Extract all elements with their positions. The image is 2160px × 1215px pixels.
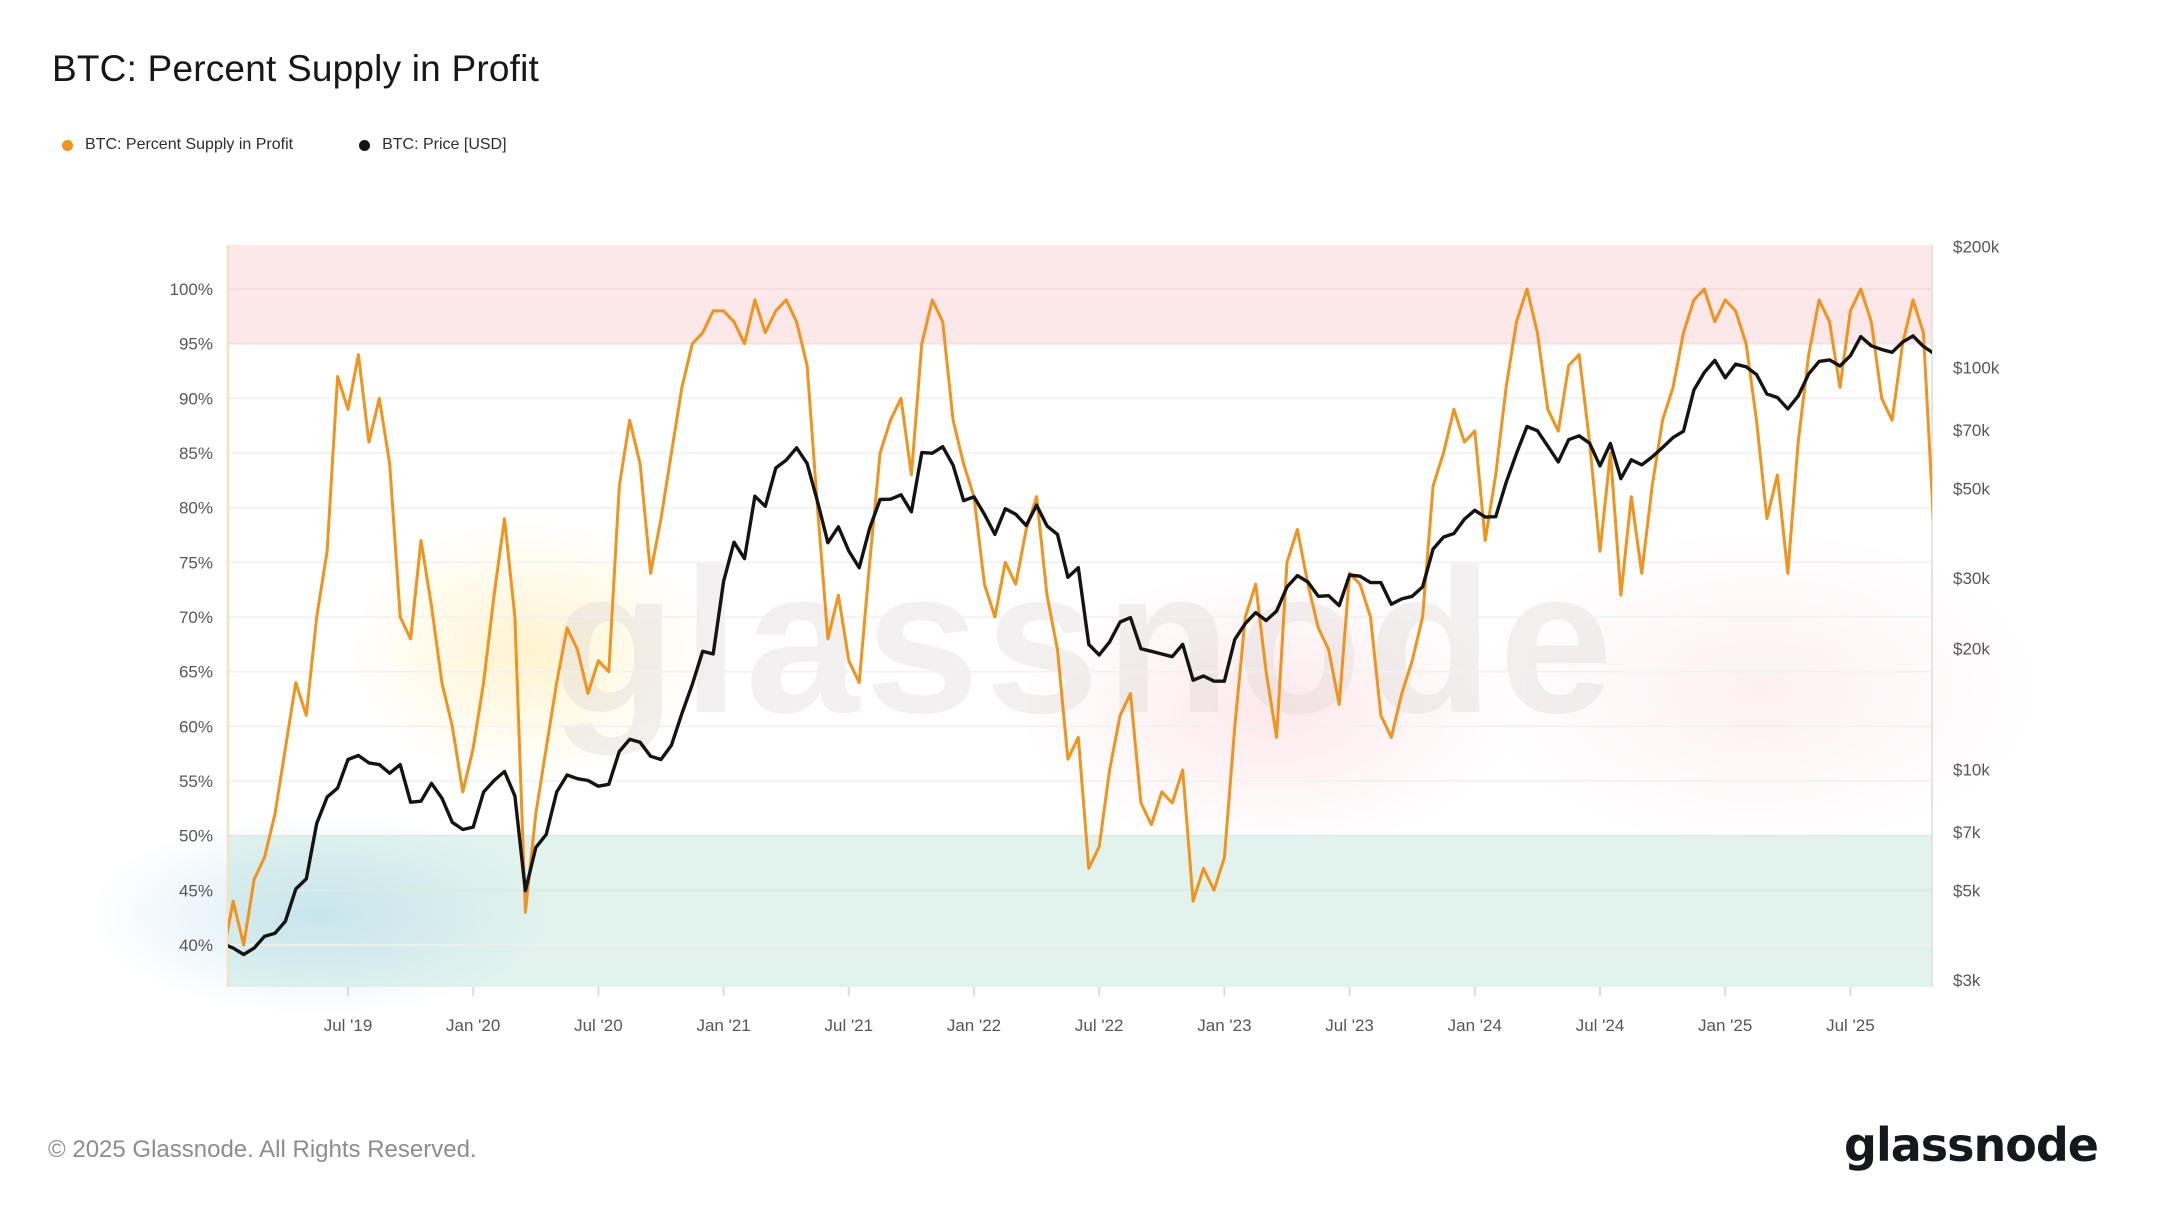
legend-item-price[interactable]: BTC: Price [USD] — [359, 136, 507, 154]
glassnode-logo: glassnode — [1844, 1118, 2099, 1172]
price-line — [228, 334, 1932, 957]
x-axis-label: Jan '22 — [947, 1016, 1001, 1035]
overheated-band — [228, 245, 1932, 344]
plot-area[interactable] — [228, 245, 1932, 987]
pastel-blob — [1020, 570, 1520, 850]
legend-label-price: BTC: Price [USD] — [382, 136, 507, 153]
left-axis-label: 65% — [179, 663, 213, 682]
right-axis-label: $5k — [1953, 882, 1981, 901]
supply-series-dot-icon — [62, 139, 73, 151]
left-axis-label: 60% — [179, 717, 213, 736]
pastel-blob — [90, 815, 550, 1015]
x-axis-label: Jul '25 — [1826, 1016, 1875, 1035]
x-axis-label: Jul '24 — [1576, 1016, 1625, 1035]
left-axis-label: 70% — [179, 608, 213, 627]
right-axis-label: $50k — [1953, 480, 1990, 499]
legend-label-supply: BTC: Percent Supply in Profit — [85, 136, 294, 153]
x-axis-label: Jul '22 — [1075, 1016, 1124, 1035]
x-axis-label: Jul '21 — [824, 1016, 873, 1035]
x-axis-label: Jan '24 — [1448, 1016, 1502, 1035]
pastel-blob — [350, 520, 710, 780]
right-axis-label: $10k — [1953, 761, 1990, 780]
x-axis-label: Jul '20 — [574, 1016, 623, 1035]
x-axis-label: Jul '23 — [1325, 1016, 1374, 1035]
left-axis-label: 95% — [179, 335, 213, 354]
supply-in-profit-line — [228, 287, 1932, 947]
right-axis-label: $3k — [1953, 971, 1981, 990]
x-axis-label: Jan '20 — [446, 1016, 500, 1035]
x-axis-label: Jul '19 — [324, 1016, 373, 1035]
right-axis-label: $20k — [1953, 640, 1990, 659]
legend-item-supply[interactable]: BTC: Percent Supply in Profit — [62, 136, 293, 154]
left-axis-label: 85% — [179, 444, 213, 463]
copyright-text: © 2025 Glassnode. All Rights Reserved. — [48, 1136, 477, 1163]
pastel-blob — [1480, 530, 2040, 850]
x-axis-label: Jan '25 — [1698, 1016, 1752, 1035]
left-axis-label: 45% — [179, 881, 213, 900]
price-series-dot-icon — [359, 139, 371, 151]
right-axis-label: $70k — [1953, 421, 1990, 440]
left-axis-label: 90% — [179, 389, 213, 408]
left-axis-label: 100% — [170, 280, 213, 299]
left-axis-label: 55% — [179, 772, 213, 791]
right-axis-label: $7k — [1953, 823, 1981, 842]
page-title: BTC: Percent Supply in Profit — [52, 48, 539, 89]
right-axis-label: $200k — [1953, 238, 2000, 257]
legend: BTC: Percent Supply in Profit BTC: Price… — [62, 136, 573, 154]
left-axis-label: 75% — [179, 553, 213, 572]
left-axis-label: 40% — [179, 936, 213, 955]
left-axis-label: 80% — [179, 499, 213, 518]
right-axis-label: $100k — [1953, 359, 2000, 378]
x-axis-label: Jan '21 — [696, 1016, 750, 1035]
x-axis-label: Jan '23 — [1197, 1016, 1251, 1035]
left-axis-label: 50% — [179, 827, 213, 846]
right-axis-label: $30k — [1953, 569, 1990, 588]
